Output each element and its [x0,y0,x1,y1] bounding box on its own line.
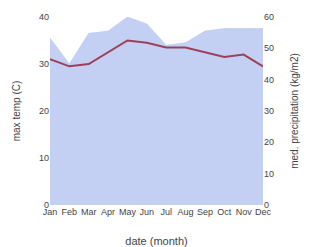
svg-text:0: 0 [264,200,269,210]
svg-text:Oct: Oct [217,207,232,217]
svg-text:10: 10 [264,169,274,179]
svg-text:20: 20 [39,106,49,116]
svg-text:Jul: Jul [160,207,172,217]
svg-text:20: 20 [264,137,274,147]
svg-text:Jun: Jun [140,207,155,217]
svg-text:50: 50 [264,43,274,53]
svg-text:Mar: Mar [81,207,97,217]
svg-text:May: May [119,207,137,217]
svg-text:Jan: Jan [43,207,58,217]
svg-text:0: 0 [44,200,49,210]
svg-text:Feb: Feb [62,207,78,217]
svg-text:Nov: Nov [236,207,253,217]
svg-text:30: 30 [39,59,49,69]
svg-text:max temp (C): max temp (C) [11,81,22,142]
svg-text:60: 60 [264,12,274,22]
svg-text:Dec: Dec [255,207,272,217]
svg-text:30: 30 [264,106,274,116]
svg-text:Sep: Sep [197,207,213,217]
svg-text:date (month): date (month) [125,235,187,247]
svg-text:med. precipitation (kg/m2): med. precipitation (kg/m2) [289,53,300,169]
svg-text:Apr: Apr [101,207,115,217]
svg-text:Aug: Aug [178,207,194,217]
svg-text:40: 40 [39,12,49,22]
svg-text:10: 10 [39,153,49,163]
svg-text:40: 40 [264,75,274,85]
